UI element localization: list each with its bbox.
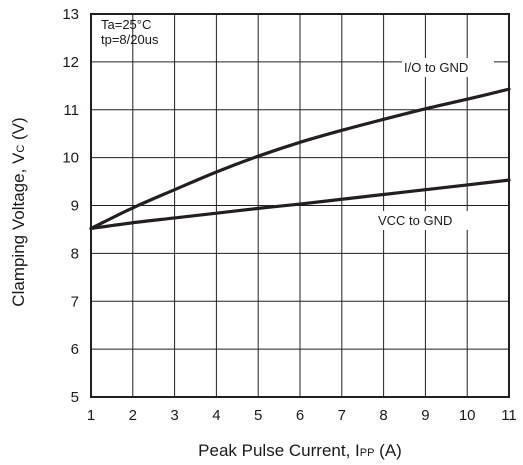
condition-pulse: tp=8/20us — [101, 32, 159, 47]
x-tick-label-9: 9 — [421, 407, 429, 424]
series-label-bg-io — [402, 58, 494, 77]
x-tick-label-8: 8 — [379, 407, 387, 424]
y-tick-label-12: 12 — [62, 54, 79, 71]
y-axis-title: Clamping Voltage, VC (V) — [9, 117, 28, 306]
series-label-vcc-to-gnd: VCC to GND — [378, 213, 452, 228]
x-tick-label-2: 2 — [129, 407, 137, 424]
x-tick-label-10: 10 — [459, 407, 476, 424]
x-tick-label-11: 11 — [501, 407, 517, 424]
plot-frame — [90, 13, 510, 398]
y-tick-label-8: 8 — [71, 245, 79, 262]
x-tick-label-4: 4 — [212, 407, 220, 424]
x-tick-label-6: 6 — [296, 407, 304, 424]
y-tick-label-7: 7 — [71, 293, 79, 310]
x-tick-label-3: 3 — [170, 407, 178, 424]
series-line-vcc-to-gnd — [89, 178, 511, 231]
y-tick-labels: 5 6 7 8 9 10 11 12 13 — [62, 6, 79, 406]
y-tick-label-10: 10 — [62, 150, 79, 167]
y-tick-label-13: 13 — [62, 6, 79, 23]
series-label-bg-vcc — [374, 211, 502, 230]
x-axis-title: Peak Pulse Current, IPP (A) — [198, 441, 402, 460]
y-tick-label-9: 9 — [71, 198, 79, 215]
y-tick-label-11: 11 — [63, 102, 79, 119]
condition-temperature: Ta=25°C — [101, 17, 151, 32]
series-line-io-to-gnd — [89, 87, 511, 231]
x-tick-label-7: 7 — [338, 407, 346, 424]
x-tick-label-1: 1 — [87, 407, 95, 424]
y-tick-label-5: 5 — [71, 389, 79, 406]
series-lines — [89, 87, 511, 231]
series-label-io-to-gnd: I/O to GND — [404, 60, 468, 75]
x-tick-labels: 1 2 3 4 5 6 7 8 9 10 11 — [87, 407, 517, 424]
x-tick-label-5: 5 — [254, 407, 262, 424]
y-tick-label-6: 6 — [71, 341, 79, 358]
